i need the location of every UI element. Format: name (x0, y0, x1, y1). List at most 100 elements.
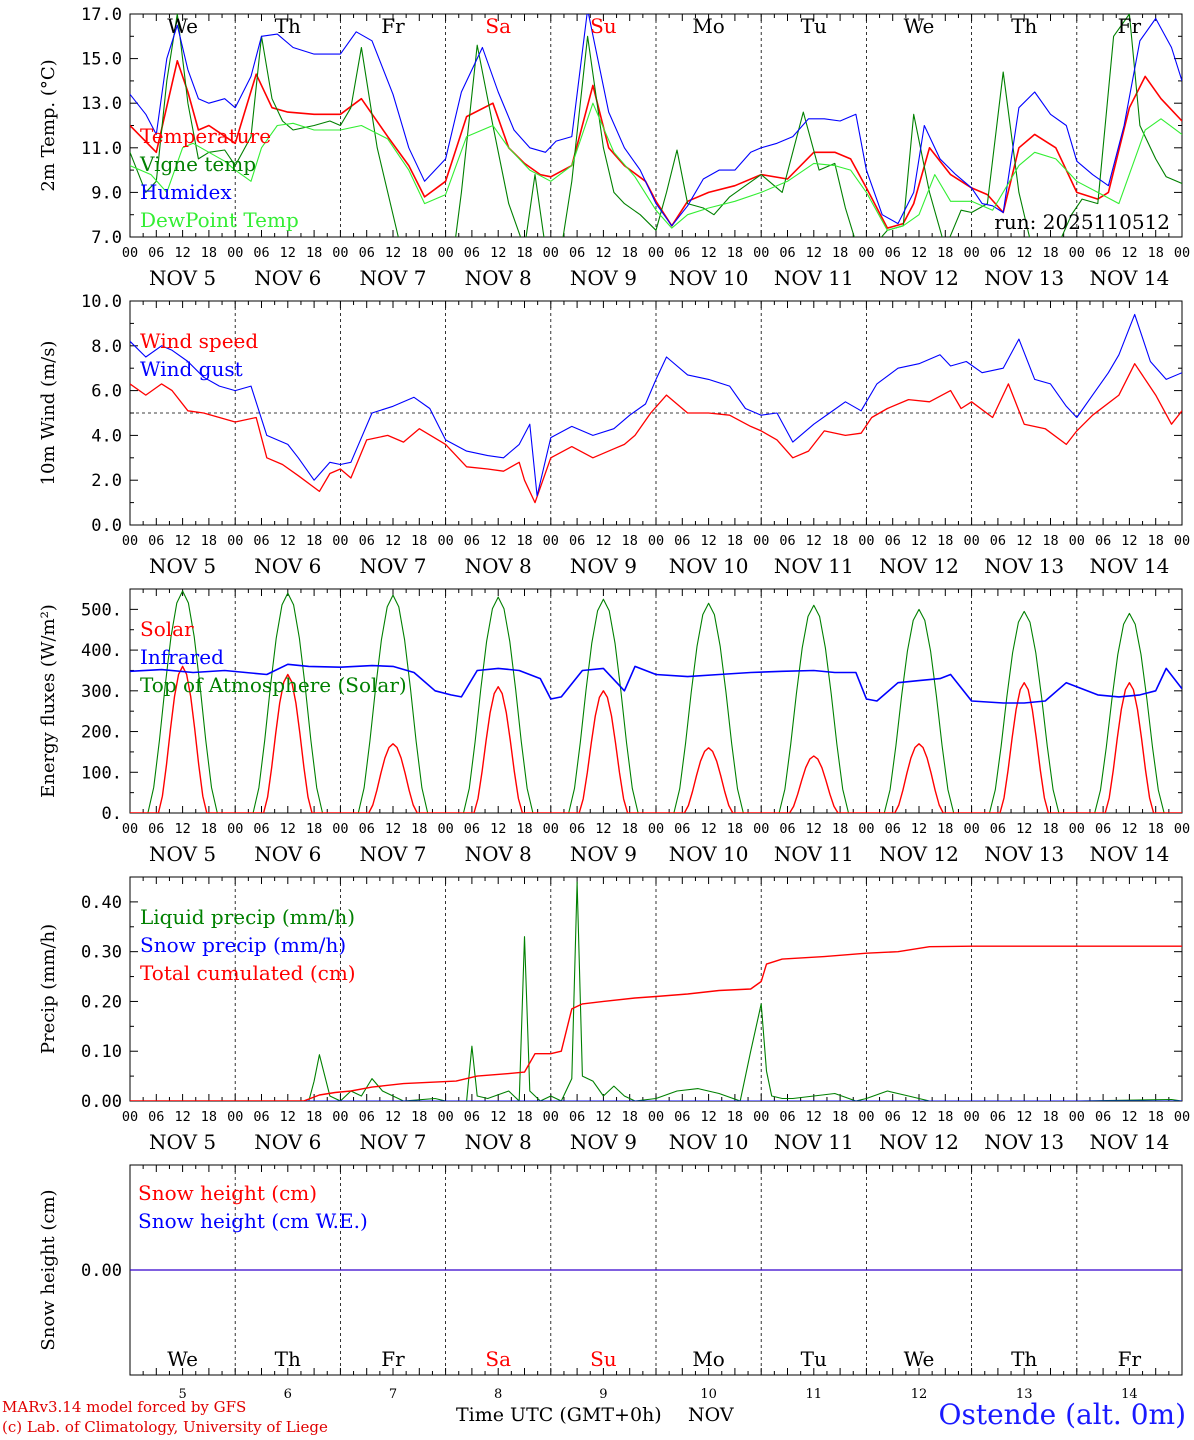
hour-label: 06 (359, 821, 375, 837)
hour-label: 12 (911, 1109, 927, 1125)
weekday-label: We (167, 1347, 198, 1371)
hour-label: 06 (464, 821, 480, 837)
hour-label: 12 (174, 245, 190, 261)
hour-label: 18 (937, 245, 953, 261)
hour-label: 12 (490, 245, 506, 261)
date-label: NOV 8 (465, 1130, 532, 1154)
series-wind-gust (130, 313, 1182, 497)
y-axis-label: Snow height (cm) (38, 1189, 59, 1350)
hour-label: 18 (201, 821, 217, 837)
x-axis-title: Time UTC (GMT+0h) (456, 1404, 662, 1426)
y-tick-label: 100. (81, 763, 122, 783)
series-infrared (130, 663, 1182, 704)
hour-label: 00 (963, 245, 979, 261)
day-number: 6 (284, 1387, 292, 1402)
hour-label: 18 (306, 533, 322, 549)
hour-label: 12 (911, 533, 927, 549)
hour-label: 00 (122, 533, 138, 549)
y-axis-label: Energy fluxes (W/m²) (38, 604, 59, 798)
legend-entry: Total cumulated (cm) (140, 961, 356, 985)
weekday-label: Tu (801, 14, 827, 38)
weekday-label: Fr (1118, 14, 1142, 38)
hour-label: 00 (1174, 533, 1190, 549)
date-label: NOV 12 (879, 554, 959, 578)
date-label: NOV 9 (570, 1130, 637, 1154)
weekday-label: Sa (485, 1347, 511, 1371)
lab-credit: (c) Lab. of Climatology, University of L… (2, 1418, 328, 1436)
hour-label: 06 (990, 533, 1006, 549)
hour-label: 18 (832, 1109, 848, 1125)
hour-label: 00 (858, 533, 874, 549)
panel-flux (129, 588, 1183, 814)
day-number: 5 (178, 1387, 186, 1402)
hour-label: 06 (148, 1109, 164, 1125)
hour-label: 06 (885, 821, 901, 837)
hour-label: 06 (464, 245, 480, 261)
hour-label: 06 (464, 533, 480, 549)
hour-label: 00 (227, 533, 243, 549)
hour-label: 12 (595, 821, 611, 837)
y-tick-label: 400. (81, 641, 122, 661)
series-vigne-temp (130, 14, 1182, 237)
date-label: NOV 5 (149, 266, 216, 290)
hour-label: 18 (201, 1109, 217, 1125)
y-tick-label: 10.0 (81, 292, 122, 312)
hour-label: 06 (1095, 533, 1111, 549)
panel-snow (129, 1164, 1183, 1376)
legend-entry: Snow precip (mm/h) (140, 933, 346, 957)
day-number: 11 (806, 1387, 823, 1402)
weekday-label: Su (590, 1347, 617, 1371)
hour-label: 12 (280, 821, 296, 837)
hour-label: 00 (437, 245, 453, 261)
date-label: NOV 10 (669, 266, 749, 290)
hour-label: 00 (753, 821, 769, 837)
weekday-label: Th (1011, 1347, 1037, 1371)
hour-label: 12 (280, 1109, 296, 1125)
x-axis-month: NOV (688, 1404, 734, 1426)
hour-label: 12 (806, 245, 822, 261)
panel-precip (129, 876, 1183, 1102)
date-label: NOV 11 (774, 554, 854, 578)
hour-label: 18 (1042, 533, 1058, 549)
weekday-label: Th (1011, 14, 1037, 38)
hour-label: 00 (858, 821, 874, 837)
hour-label: 00 (543, 1109, 559, 1125)
date-label: NOV 14 (1090, 554, 1170, 578)
hour-label: 12 (1016, 533, 1032, 549)
y-tick-label: 500. (81, 600, 122, 620)
date-label: NOV 5 (149, 842, 216, 866)
day-number: 14 (1121, 1387, 1138, 1402)
date-label: NOV 6 (254, 842, 321, 866)
hour-label: 06 (569, 533, 585, 549)
hour-label: 18 (1042, 245, 1058, 261)
hour-label: 18 (411, 533, 427, 549)
hour-label: 00 (1174, 1109, 1190, 1125)
date-label: NOV 14 (1090, 842, 1170, 866)
y-tick-label: 15.0 (81, 50, 122, 70)
hour-label: 00 (963, 1109, 979, 1125)
y-tick-label: 7.0 (91, 228, 122, 248)
date-label: NOV 9 (570, 266, 637, 290)
date-label: NOV 14 (1090, 266, 1170, 290)
weekday-label: Mo (692, 14, 725, 38)
hour-label: 12 (806, 533, 822, 549)
hour-label: 06 (569, 821, 585, 837)
hour-label: 00 (543, 821, 559, 837)
hour-label: 06 (674, 821, 690, 837)
hour-label: 06 (885, 533, 901, 549)
legend-entry: Snow height (cm W.E.) (138, 1209, 368, 1233)
date-label: NOV 6 (254, 554, 321, 578)
y-tick-label: 0. (102, 804, 122, 824)
y-tick-label: 2.0 (91, 471, 122, 491)
hour-label: 18 (832, 245, 848, 261)
hour-label: 18 (516, 821, 532, 837)
y-tick-label: 200. (81, 723, 122, 743)
legend-entry: Infrared (140, 645, 224, 669)
date-label: NOV 14 (1090, 1130, 1170, 1154)
hour-label: 18 (1042, 1109, 1058, 1125)
hour-label: 06 (359, 245, 375, 261)
weekday-label: Sa (485, 14, 511, 38)
hour-label: 18 (411, 245, 427, 261)
hour-label: 00 (122, 821, 138, 837)
weekday-label: Fr (381, 14, 405, 38)
